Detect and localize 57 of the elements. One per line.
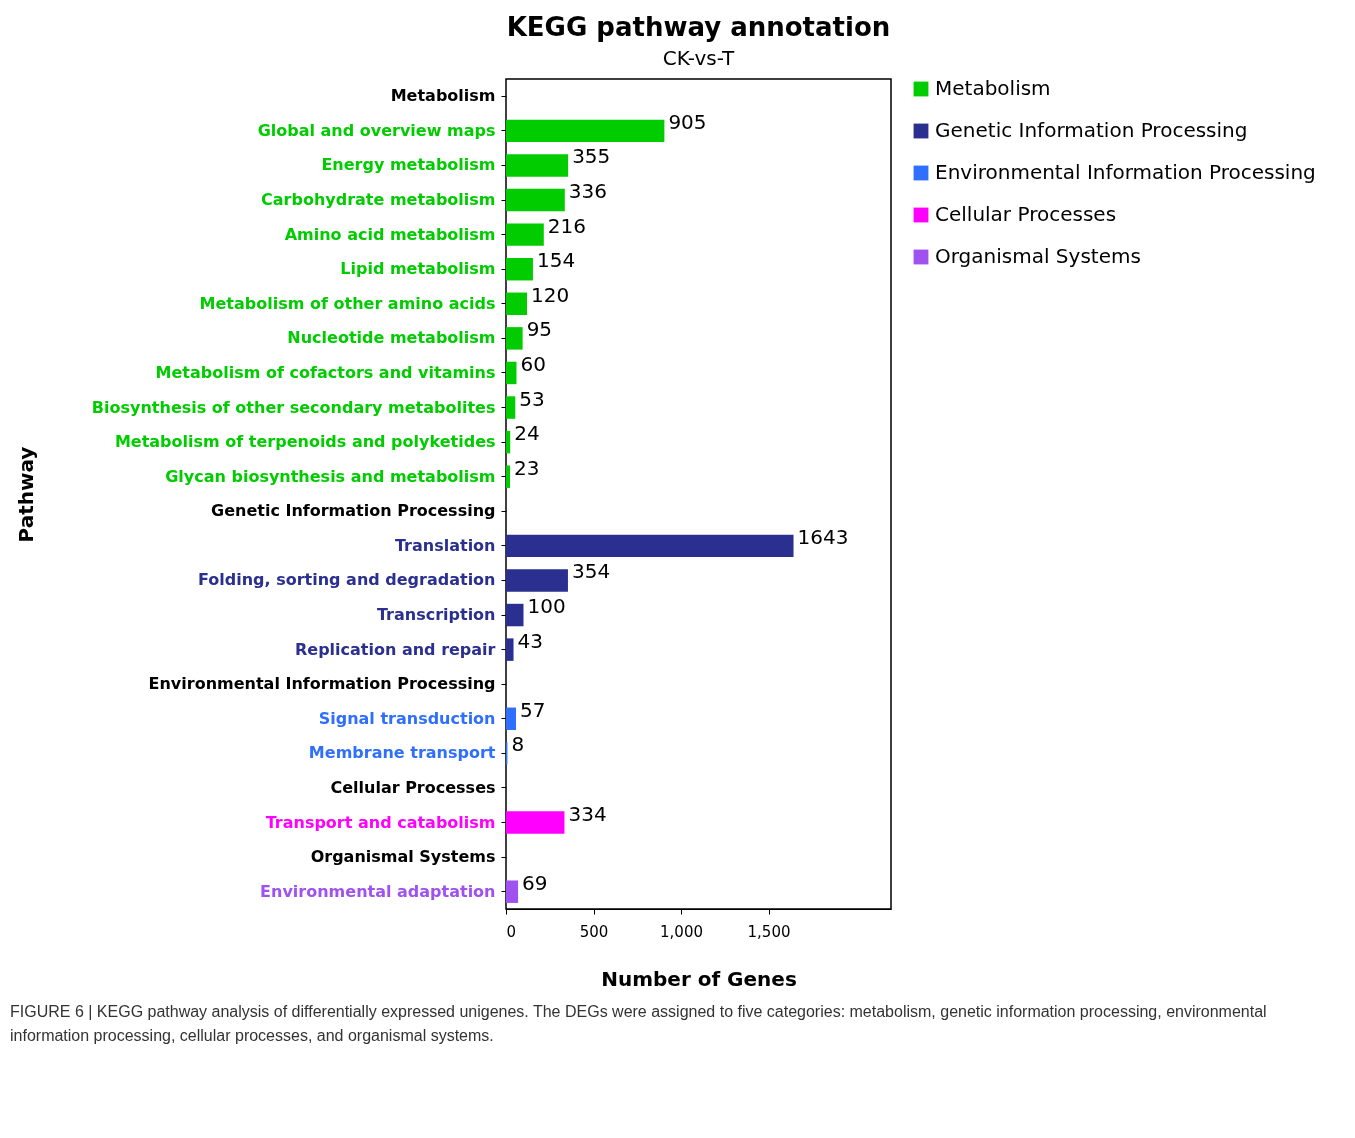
data-label: 334 (568, 801, 607, 826)
legend-label: Organismal Systems (935, 244, 1141, 268)
data-label: 43 (517, 628, 543, 653)
chart-title: KEGG pathway annotation (506, 12, 891, 42)
y-axis-title: Pathway (13, 446, 38, 543)
y-tick-label: Metabolism of cofactors and vitamins (155, 362, 496, 382)
caption: FIGURE 6 | KEGG pathway analysis of differentially expressed unigenes. The DEGs were assigned to five categories: metabolism, genetic information processing, environmental information processing, cellular processes, and organismal systems. (10, 1002, 1268, 1046)
y-tick-label: Global and overview maps (257, 120, 496, 140)
data-label: 23 (514, 455, 540, 480)
y-tick-label: Metabolism of terpenoids and polyketides (114, 432, 496, 452)
legend-label: Cellular Processes (935, 202, 1117, 226)
y-tick-label: Metabolism (390, 86, 496, 106)
data-label: 24 (514, 421, 540, 446)
legend-label: Genetic Information Processing (935, 118, 1248, 142)
data-label: 8 (511, 732, 525, 757)
y-tick-label: Carbohydrate metabolism (261, 190, 496, 210)
y-tick-label: Transcription (376, 605, 496, 625)
y-tick-label: Folding, sorting and degradation (197, 570, 496, 590)
y-tick-label: Organismal Systems (310, 847, 496, 867)
data-label: 120 (531, 282, 570, 307)
data-label: 354 (571, 559, 611, 584)
x-tick-label: 0 (506, 922, 517, 941)
y-tick-label: Transport and catabolism (265, 812, 496, 832)
data-label: 216 (547, 213, 586, 238)
data-label: 69 (522, 870, 548, 895)
y-tick-label: Metabolism of other amino acids (199, 293, 496, 313)
data-label: 336 (568, 179, 607, 204)
y-tick-label: Lipid metabolism (340, 259, 496, 279)
data-label: 1643 (797, 524, 849, 549)
y-tick-label: Biosynthesis of other secondary metabolites (91, 397, 496, 417)
x-tick-label: 1,500 (747, 922, 791, 941)
data-label: 53 (519, 386, 545, 411)
y-tick-label: Genetic Information Processing (211, 501, 496, 521)
y-tick-label: Cellular Processes (330, 777, 496, 797)
y-tick-label: Replication and repair (294, 639, 496, 659)
chart-subtitle: CK-vs-T (662, 46, 736, 70)
data-label: 57 (519, 697, 546, 722)
y-tick-label: Environmental adaptation (260, 881, 496, 901)
x-axis-title: Number of Genes (601, 966, 797, 991)
y-tick-label: Energy metabolism (321, 155, 496, 175)
y-tick-label: Membrane transport (308, 743, 496, 763)
y-tick-label: Signal transduction (318, 708, 496, 728)
data-label: 100 (527, 594, 566, 619)
legend-label: Metabolism (935, 76, 1051, 100)
data-label: 154 (536, 248, 576, 273)
data-label: 905 (668, 109, 707, 134)
y-tick-label: Translation (394, 535, 496, 555)
data-label: 95 (526, 317, 553, 342)
y-tick-label: Environmental Information Processing (148, 674, 496, 694)
y-tick-label: Glycan biosynthesis and metabolism (165, 466, 496, 486)
data-label: 355 (572, 144, 611, 169)
legend-label: Environmental Information Processing (935, 160, 1316, 184)
x-tick-label: 500 (579, 922, 609, 941)
y-tick-label: Nucleotide metabolism (287, 328, 496, 348)
x-tick-label: 1,000 (660, 922, 703, 941)
y-tick-label: Amino acid metabolism (284, 224, 496, 244)
data-label: 60 (520, 351, 546, 376)
